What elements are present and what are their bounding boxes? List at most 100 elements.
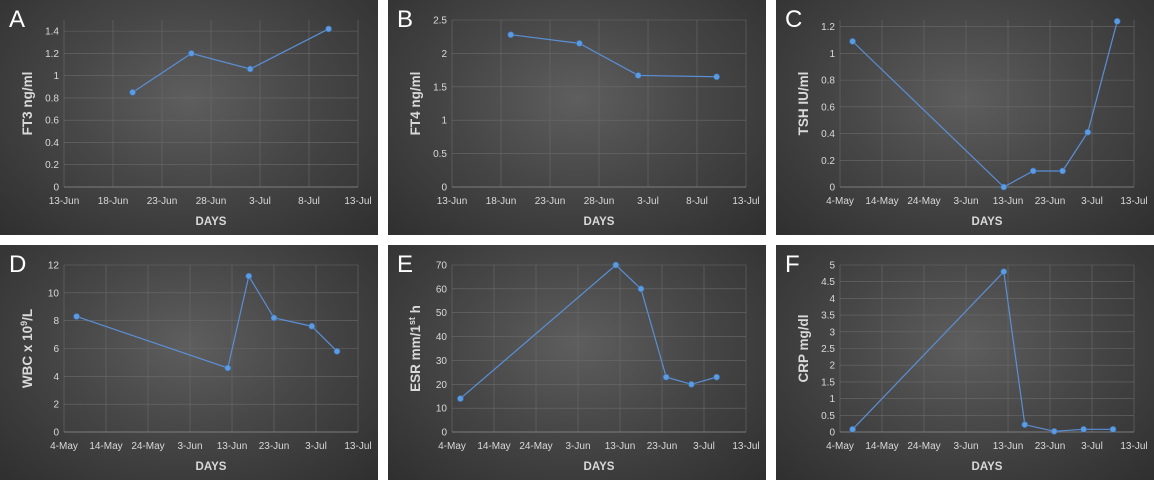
data-point <box>713 73 720 81</box>
chart-panel-a: 0 0.2 0.4 0.6 0.8 1 1.2 1.4 13-Jun 18-Jun 23-Jun 28… <box>0 0 378 235</box>
x-tick-label: 14-May <box>89 441 122 452</box>
x-tick-label: 13-Jun <box>437 196 468 207</box>
y-tick-label: 1.5 <box>433 82 447 93</box>
data-point <box>1084 128 1092 136</box>
x-tick-label: 3-Jul <box>249 196 271 207</box>
x-tick-label: 18-Jun <box>486 196 517 207</box>
y-tick-label: 40 <box>436 332 448 343</box>
x-tick-label: 13-Jul <box>344 441 371 452</box>
x-tick-label: 3-Jul <box>637 196 659 207</box>
data-point <box>457 395 464 402</box>
data-point <box>245 272 253 280</box>
y-axis-label-main: WBC x 10 <box>20 326 35 388</box>
y-tick-label: 4 <box>829 294 835 305</box>
y-tick-label: 2 <box>441 49 447 60</box>
panel-letter-e: E <box>397 251 414 278</box>
x-tick-label: 14-May <box>865 441 898 452</box>
data-point <box>576 40 583 47</box>
y-tick-label: 4 <box>53 372 59 383</box>
panel-letter-b: B <box>397 6 414 33</box>
x-tick-label: 23-Jun <box>1035 196 1066 207</box>
data-point <box>637 285 645 293</box>
data-point <box>270 314 278 322</box>
y-tick-label: 3 <box>829 327 835 338</box>
data-point <box>224 364 232 372</box>
y-tick-label: 50 <box>436 308 448 319</box>
chart-panel-b: 0 0.5 1 1.5 2 2.5 13-Jun 18-Jun 23-Jun 28-Jun 3-Ju… <box>388 0 766 235</box>
y-axis-label-tail: h <box>408 305 423 317</box>
data-point <box>1109 426 1117 433</box>
data-point <box>246 65 254 73</box>
y-tick-label: 2 <box>53 400 59 411</box>
y-tick-label: 0.4 <box>45 138 59 149</box>
x-tick-label: 8-Jul <box>686 196 708 207</box>
data-point <box>612 261 620 269</box>
x-tick-label: 14-May <box>477 441 510 452</box>
series-line <box>132 28 329 93</box>
y-axis-label: TSH IU/ml <box>796 72 811 136</box>
data-point <box>1113 18 1121 25</box>
chart-a-svg: 0 0.2 0.4 0.6 0.8 1 1.2 1.4 13-Jun 18-Jun 23-Jun 28… <box>20 20 372 228</box>
x-tick-label: 23-Jun <box>147 196 178 207</box>
x-tick-label: 28-Jun <box>584 196 615 207</box>
x-tick-label: 8-Jul <box>298 196 320 207</box>
y-tick-label: 0.8 <box>821 76 835 87</box>
x-tick-label: 3-Jun <box>565 441 590 452</box>
panel-letter-a: A <box>9 6 26 33</box>
data-point <box>688 380 695 388</box>
y-axis-label-main: CRP mg/dl <box>796 314 811 382</box>
x-tick-label: 3-Jun <box>177 441 202 452</box>
y-tick-label: 0 <box>53 183 59 194</box>
y-tick-label: 1.2 <box>45 49 59 60</box>
y-tick-label: 1 <box>53 71 59 82</box>
x-tick-label: 3-Jul <box>693 441 715 452</box>
x-tick-label: 13-Jul <box>344 196 371 207</box>
x-tick-label: 4-May <box>50 441 78 452</box>
y-tick-label: 1.5 <box>821 377 835 388</box>
y-tick-label: 0.6 <box>45 116 59 127</box>
y-tick-label: 0.5 <box>433 149 447 160</box>
series-line <box>852 21 1118 188</box>
series-line <box>852 270 1113 432</box>
y-tick-label: 0 <box>829 428 835 439</box>
data-point <box>1021 421 1029 428</box>
data-point <box>1029 167 1037 175</box>
y-axis-label-sup: 9 <box>19 321 29 326</box>
x-tick-label: 13-Jun <box>993 196 1024 207</box>
x-tick-label: 14-May <box>865 196 898 207</box>
y-axis-label-main: TSH IU/ml <box>796 72 811 136</box>
data-point <box>662 373 670 381</box>
y-tick-label: 12 <box>48 261 60 272</box>
y-axis-label-sup: st <box>407 317 417 325</box>
y-tick-label: 6 <box>53 344 59 355</box>
data-point <box>634 72 642 79</box>
x-tick-label: 3-Jul <box>305 441 327 452</box>
panel-letter-f: F <box>785 251 800 278</box>
chart-b-svg: 0 0.5 1 1.5 2 2.5 13-Jun 18-Jun 23-Jun 28-Jun 3-Ju… <box>408 16 760 229</box>
x-tick-label: 24-May <box>907 441 940 452</box>
y-tick-label: 0 <box>441 428 447 439</box>
data-point <box>1059 167 1066 175</box>
y-tick-label: 10 <box>48 288 60 299</box>
y-tick-label: 70 <box>436 261 448 272</box>
y-tick-label: 0.5 <box>821 411 835 422</box>
chart-panel-d: 0 2 4 6 8 10 12 4-May 14-May 24-May 3-Jun 13-Jun 23-… <box>0 245 378 480</box>
y-tick-label: 0.6 <box>821 102 835 113</box>
x-tick-label: 3-Jun <box>953 441 978 452</box>
x-tick-label: 18-Jun <box>98 196 129 207</box>
y-axis-label: WBC x 109/L <box>19 309 35 388</box>
x-tick-label: 13-Jun <box>217 441 248 452</box>
y-tick-label: 1.4 <box>45 27 59 38</box>
y-tick-label: 0.8 <box>45 93 59 104</box>
y-axis-label: ESR mm/1st h <box>407 305 423 392</box>
x-tick-label: 13-Jun <box>49 196 80 207</box>
x-axis-label: DAYS <box>972 461 1003 473</box>
x-tick-label: 4-May <box>438 441 466 452</box>
x-tick-label: 4-May <box>826 441 854 452</box>
y-tick-label: 2.5 <box>821 344 835 355</box>
x-tick-label: 13-Jul <box>732 441 759 452</box>
x-axis-label: DAYS <box>196 216 227 228</box>
y-tick-label: 4.5 <box>821 277 835 288</box>
y-tick-label: 10 <box>436 404 448 415</box>
x-tick-label: 3-Jun <box>953 196 978 207</box>
